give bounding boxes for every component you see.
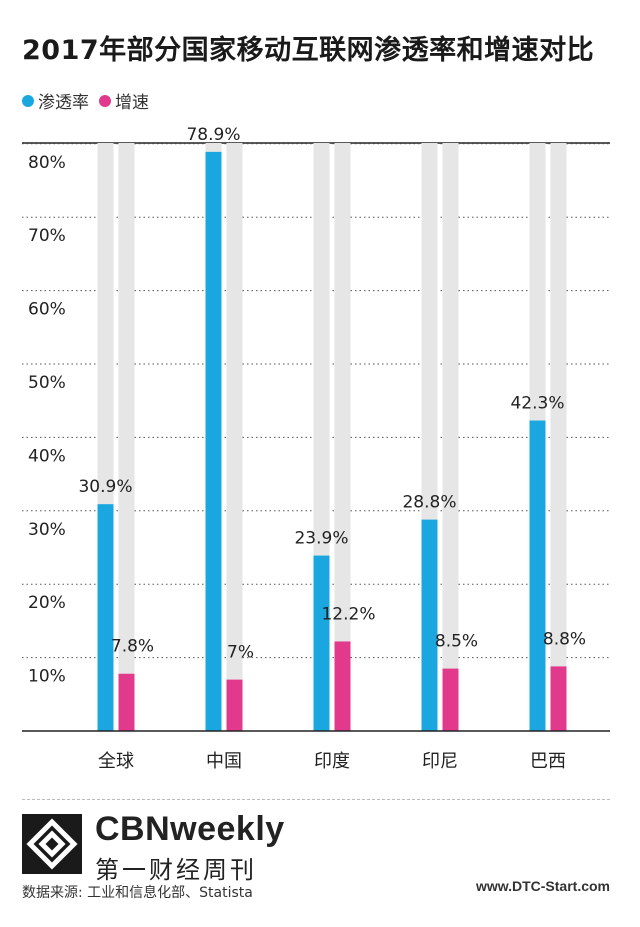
x-category-label: 印度 [314,751,350,772]
bar-growth [118,673,135,731]
data-label-growth: 8.5% [435,632,478,652]
legend: 渗透率 增速 [22,88,159,113]
legend-item-growth: 增速 [99,88,149,113]
bar-penetration [205,151,222,731]
bar-track [226,143,243,731]
bar-penetration [421,519,438,731]
data-label-penetration: 23.9% [294,529,348,549]
chart-title: 2017年部分国家移动互联网渗透率和增速对比 [22,35,595,66]
data-source: 数据来源: 工业和信息化部、Statista [22,885,253,901]
data-label-growth: 12.2% [321,604,375,624]
footer-divider [22,799,610,800]
bar-chart: 10% 20% 30% 40% 50% 60% 70% 80% 30.9% 7.8% 全球 78.9%… [22,125,610,772]
legend-label-penetration: 渗透率 [38,93,89,113]
y-tick-label: 80% [28,153,66,173]
x-category-label: 巴西 [530,751,566,772]
legend-item-penetration: 渗透率 [22,88,89,113]
bar-penetration [313,555,330,731]
site-url[interactable]: www.DTC-Start.com [475,878,610,894]
bar-track [118,143,135,731]
legend-swatch-growth [99,94,111,107]
cbn-logo-icon [22,814,82,874]
data-label-penetration: 42.3% [510,394,564,414]
bar-growth [226,679,243,731]
legend-swatch-penetration [22,94,34,107]
bar-track [334,143,351,731]
data-label-penetration: 78.9% [186,125,240,145]
brand-subtitle: 第一财经周刊 [95,856,257,884]
y-tick-label: 30% [28,520,66,540]
brand-name: CBNweekly [95,810,285,848]
bar-penetration [529,420,546,731]
data-label-growth: 8.8% [543,629,586,649]
y-tick-label: 60% [28,300,66,320]
data-label-growth: 7% [227,643,254,663]
bar-growth [442,668,459,731]
bar-growth [334,641,351,731]
x-category-label: 印尼 [422,751,458,772]
data-label-growth: 7.8% [111,637,154,657]
bar-growth [550,666,567,731]
y-tick-label: 70% [28,226,66,246]
data-label-penetration: 30.9% [78,477,132,497]
x-category-label: 全球 [98,751,134,772]
bar-track [442,143,459,731]
data-label-penetration: 28.8% [402,493,456,513]
y-tick-label: 50% [28,373,66,393]
legend-label-growth: 增速 [115,93,149,113]
bar-track [550,143,567,731]
y-tick-label: 40% [28,446,66,466]
x-category-label: 中国 [206,751,242,772]
bar-penetration [97,504,114,731]
y-tick-label: 10% [28,667,66,687]
y-tick-label: 20% [28,593,66,613]
